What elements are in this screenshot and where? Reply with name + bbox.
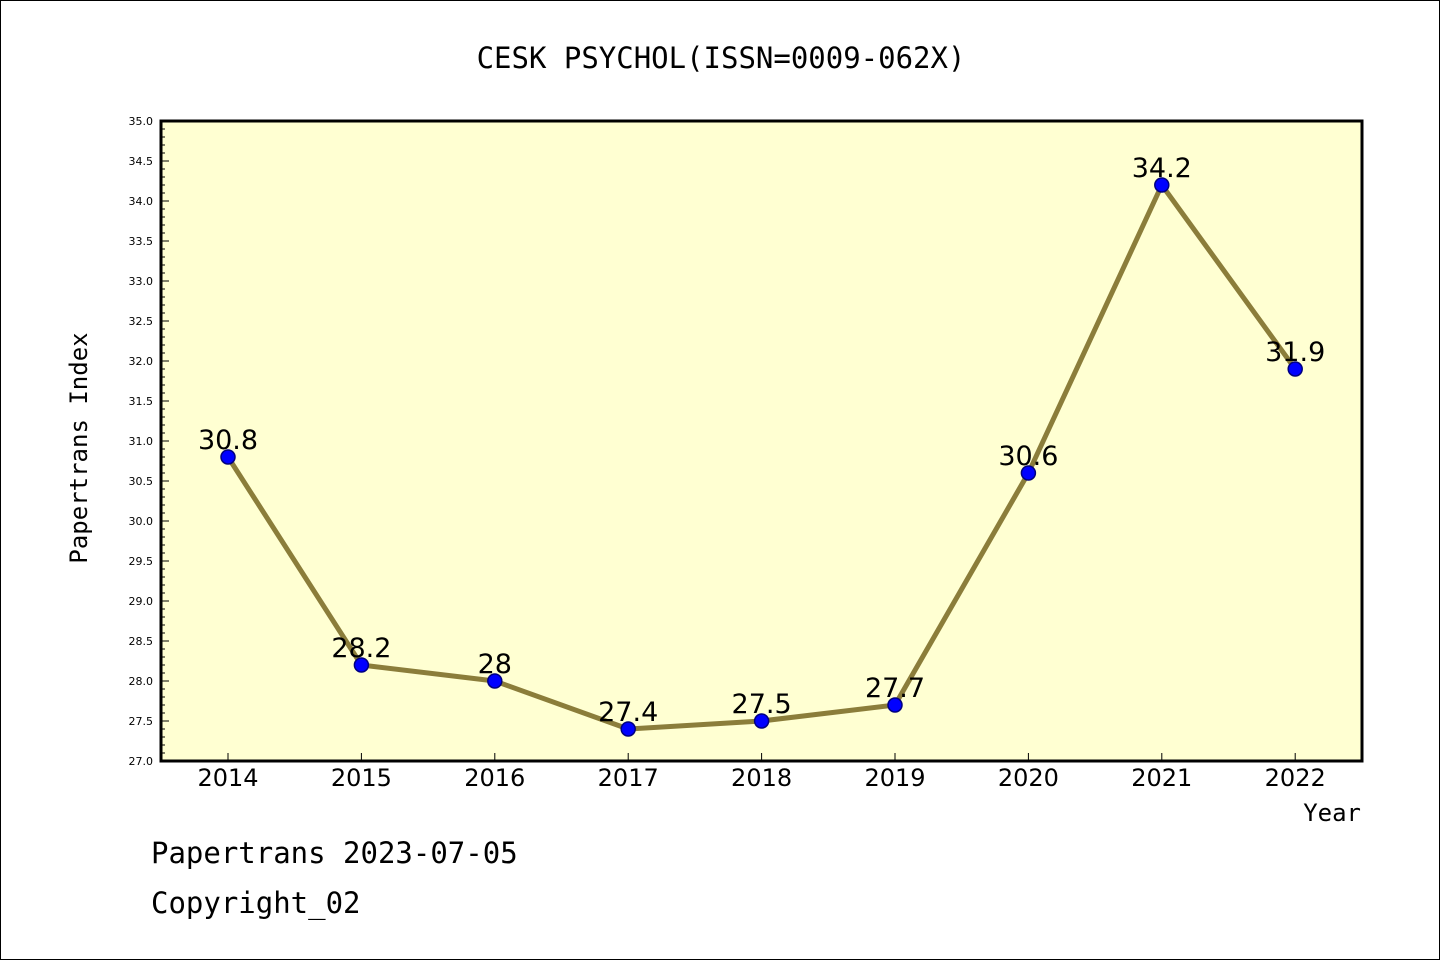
- data-point: [1020, 465, 1037, 481]
- data-labels: 30.8 28.2 28 27.4 27.5 27.7 30.6 34.2 31.9: [198, 153, 1325, 728]
- y-tick-label: 34.0: [129, 195, 154, 208]
- x-tick-label: 2016: [464, 764, 525, 792]
- data-label: 30.6: [998, 441, 1058, 472]
- y-tick-label: 28.0: [129, 675, 154, 688]
- x-axis: 2014 2015 2016 2017 2018 2019 2020 2021 2022: [197, 753, 1326, 792]
- x-axis-label: Year: [1303, 799, 1361, 827]
- data-point: [487, 673, 503, 689]
- data-point: [1154, 177, 1170, 193]
- x-tick-label: 2018: [731, 764, 792, 792]
- y-axis-label: Papertrans Index: [65, 332, 93, 563]
- x-tick-label: 2021: [1131, 764, 1192, 792]
- data-point: [753, 713, 770, 729]
- x-tick-label: 2022: [1265, 764, 1326, 792]
- y-axis: 27.0 27.5 28.0 28.5 29.0 29.5 30.0 30.5 31.0 31.5…: [129, 115, 169, 768]
- chart-title: CESK PSYCHOL(ISSN=0009-062X): [477, 41, 966, 75]
- y-tick-label: 27.0: [129, 755, 154, 768]
- footer-date: Papertrans 2023-07-05: [151, 836, 518, 870]
- data-point: [353, 657, 370, 673]
- x-tick-label: 2014: [197, 764, 258, 792]
- y-tick-label: 32.0: [129, 355, 154, 368]
- footer-copyright: Copyright_02: [151, 886, 361, 920]
- data-point: [620, 721, 636, 737]
- data-label: 27.7: [865, 673, 925, 704]
- data-label: 28.2: [331, 633, 391, 664]
- data-point: [1287, 361, 1303, 377]
- y-tick-label: 29.0: [129, 595, 154, 608]
- y-tick-label: 27.5: [129, 715, 154, 728]
- data-label: 27.5: [732, 689, 792, 720]
- data-label: 27.4: [598, 697, 658, 728]
- y-tick-label: 28.5: [129, 635, 154, 648]
- y-tick-label: 32.5: [129, 315, 154, 328]
- x-tick-label: 2017: [598, 764, 659, 792]
- y-tick-label: 30.5: [129, 475, 154, 488]
- data-point: [220, 449, 236, 465]
- y-tick-label: 29.5: [129, 555, 154, 568]
- x-tick-label: 2015: [331, 764, 392, 792]
- x-tick-label: 2020: [998, 764, 1059, 792]
- data-label: 28: [478, 649, 512, 680]
- y-tick-label: 31.0: [129, 435, 154, 448]
- y-tick-label: 31.5: [129, 395, 154, 408]
- y-tick-label: 35.0: [129, 115, 154, 128]
- y-tick-label: 33.0: [129, 275, 154, 288]
- data-label: 30.8: [198, 425, 258, 456]
- data-point: [887, 697, 903, 713]
- data-points: [220, 177, 1303, 737]
- data-label: 31.9: [1265, 337, 1325, 368]
- data-label: 34.2: [1132, 153, 1192, 184]
- y-tick-label: 30.0: [129, 515, 154, 528]
- plot-area: [159, 119, 1364, 763]
- x-tick-label: 2019: [864, 764, 925, 792]
- y-tick-label: 34.5: [129, 155, 154, 168]
- y-tick-label: 33.5: [129, 235, 154, 248]
